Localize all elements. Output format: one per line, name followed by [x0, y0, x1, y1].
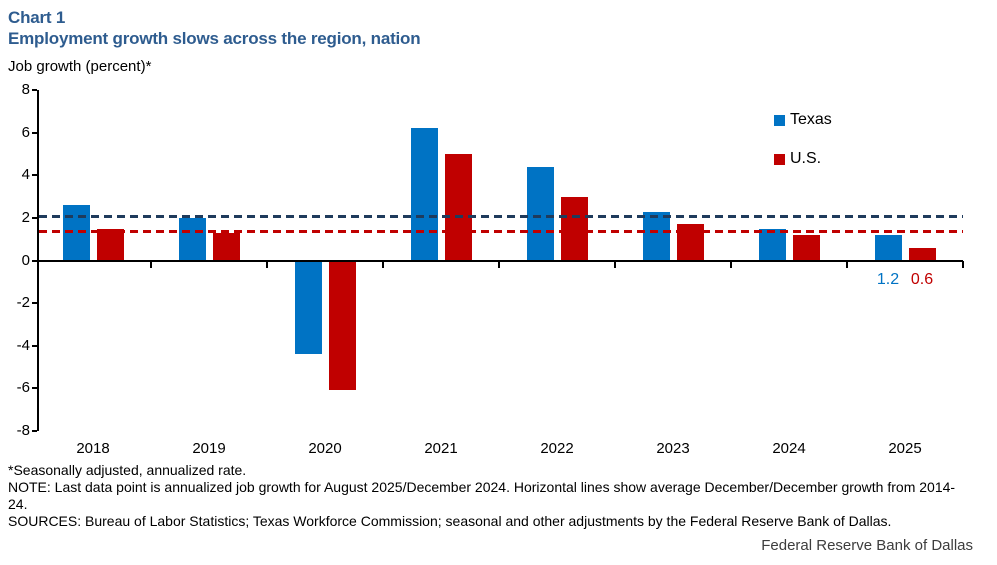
us-swatch-icon: [774, 153, 785, 165]
x-axis-category-label: 2023: [656, 440, 690, 457]
legend-item-texas: Texas: [774, 111, 832, 129]
bar-texas-2024: [758, 228, 786, 261]
y-axis-tick: [32, 216, 37, 219]
y-axis-tick-label: -8: [16, 421, 30, 439]
chart-title: Employment growth slows across the regio…: [8, 29, 421, 48]
y-axis-tick-label: 2: [21, 208, 30, 226]
x-axis-tick: [730, 260, 732, 268]
bar-us-2019: [212, 232, 240, 261]
bar-us-2022: [560, 196, 588, 261]
footnote-asterisk: *Seasonally adjusted, annualized rate.: [8, 462, 247, 478]
bar-texas-2020: [294, 260, 322, 355]
y-axis-tick: [32, 259, 37, 262]
y-axis-tick-label: 0: [21, 251, 30, 269]
y-axis-tick: [32, 387, 37, 390]
bar-texas-2025: [874, 234, 902, 261]
y-axis-tick-label: 8: [21, 81, 30, 99]
x-axis-line: [37, 259, 963, 262]
legend-label-texas: Texas: [790, 111, 832, 128]
y-axis-tick-label: -4: [16, 336, 30, 354]
x-axis-tick: [614, 260, 616, 268]
bar-us-2021: [444, 154, 472, 261]
y-axis-unit-label: Job growth (percent)*: [8, 58, 152, 75]
x-axis-category-label: 2025: [888, 440, 922, 457]
texas-swatch-icon: [774, 114, 785, 126]
source-org: Federal Reserve Bank of Dallas: [761, 537, 973, 554]
legend-label-us: U.S.: [790, 150, 822, 167]
reference-line-us-average-2014-24: [39, 230, 963, 234]
x-axis-tick: [846, 260, 848, 268]
footnote-sources: SOURCES: Bureau of Labor Statistics; Tex…: [8, 513, 892, 529]
x-axis-category-label: 2021: [424, 440, 458, 457]
y-axis-tick: [32, 344, 37, 347]
y-axis-tick: [32, 131, 37, 134]
y-axis-tick-label: 6: [21, 123, 30, 141]
bar-texas-2019: [178, 217, 206, 261]
bar-texas-2021: [410, 128, 438, 261]
chart-number: Chart 1: [8, 8, 66, 27]
chart-header: Chart 1 Employment growth slows across t…: [8, 7, 421, 49]
footnote-note: NOTE: Last data point is annualized job …: [8, 479, 956, 512]
x-axis-tick: [382, 260, 384, 268]
x-axis-category-label: 2019: [192, 440, 226, 457]
legend-item-us: U.S.: [774, 150, 832, 168]
x-axis-tick: [498, 260, 500, 268]
y-axis-tick: [32, 89, 37, 92]
y-axis-tick-label: -6: [16, 379, 30, 397]
bar-texas-2023: [642, 211, 670, 261]
x-axis-tick: [962, 260, 964, 268]
y-axis-tick: [32, 174, 37, 177]
x-axis-category-label: 2020: [308, 440, 342, 457]
legend: Texas U.S.: [774, 111, 832, 189]
bar-us-2025: [908, 247, 936, 261]
y-axis-tick-label: 4: [21, 166, 30, 184]
y-axis-tick: [32, 302, 37, 305]
last-point-label-texas: 1.2: [876, 271, 900, 288]
x-axis-category-label: 2024: [772, 440, 806, 457]
x-axis-category-label: 2022: [540, 440, 574, 457]
footnotes: *Seasonally adjusted, annualized rate. N…: [8, 462, 971, 530]
reference-line-texas-average-2014-24: [39, 215, 963, 219]
x-axis-category-label: 2018: [76, 440, 110, 457]
y-axis-tick-label: -2: [16, 294, 30, 312]
x-axis-tick: [266, 260, 268, 268]
last-point-label-us: 0.6: [910, 271, 934, 288]
bar-us-2024: [792, 234, 820, 261]
bar-us-2020: [328, 260, 356, 391]
y-axis-tick: [32, 429, 37, 432]
bar-texas-2022: [526, 166, 554, 261]
bar-us-2018: [96, 228, 124, 261]
x-axis-tick: [150, 260, 152, 268]
